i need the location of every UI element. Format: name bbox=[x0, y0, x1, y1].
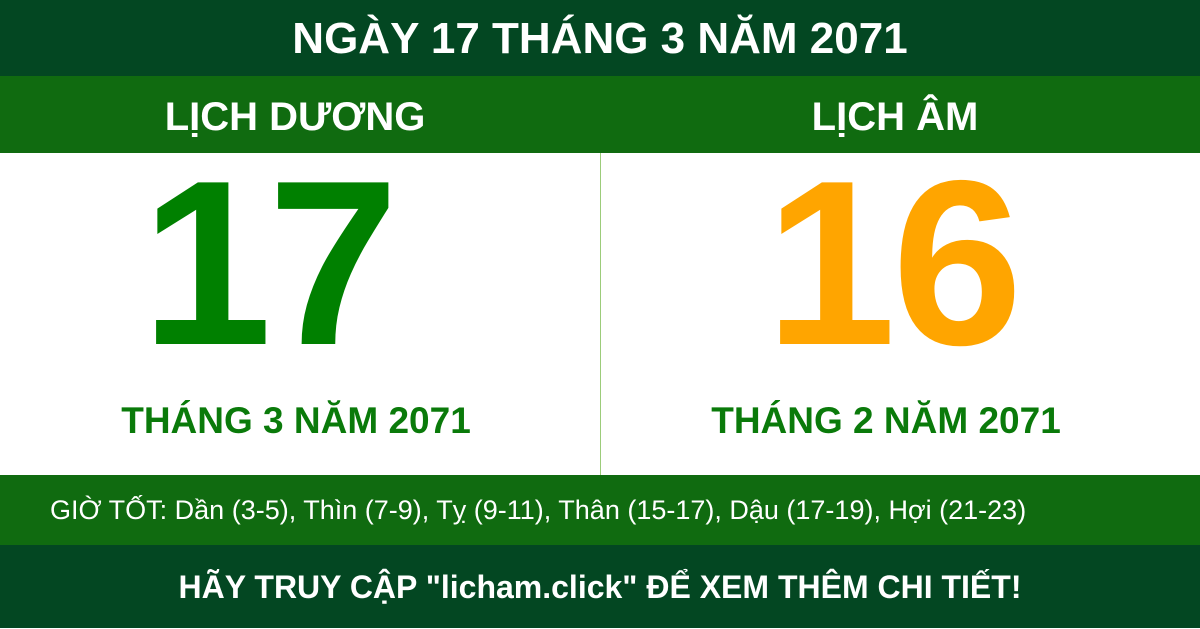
good-hours: GIỜ TỐT: Dần (3-5), Thìn (7-9), Tỵ (9-11… bbox=[0, 475, 1200, 545]
lunar-day: 16 bbox=[765, 131, 1022, 394]
lunar-month-year: THÁNG 2 NĂM 2071 bbox=[711, 400, 1061, 441]
solar-day: 17 bbox=[141, 131, 398, 394]
calendar-header: LỊCH DƯƠNG LỊCH ÂM bbox=[0, 76, 1200, 153]
lunar-calendar-label: LỊCH ÂM bbox=[811, 95, 979, 139]
solar-calendar-label: LỊCH DƯƠNG bbox=[164, 95, 426, 139]
column-divider bbox=[600, 153, 601, 475]
footer-cta: HÃY TRUY CẬP "licham.click" ĐỂ XEM THÊM … bbox=[0, 545, 1200, 628]
page-title: NGÀY 17 THÁNG 3 NĂM 2071 bbox=[0, 0, 1200, 76]
calendar-body: 17 16 THÁNG 3 NĂM 2071 THÁNG 2 NĂM 2071 bbox=[0, 143, 1200, 475]
solar-month-year: THÁNG 3 NĂM 2071 bbox=[121, 400, 471, 441]
